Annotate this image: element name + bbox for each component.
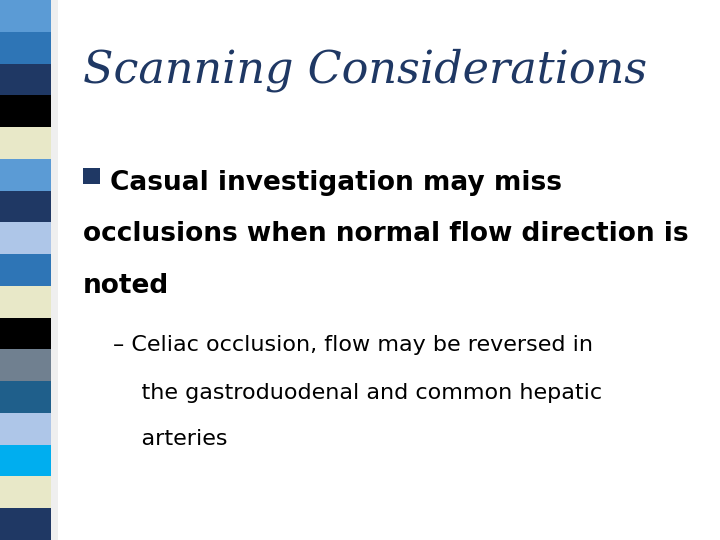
- FancyBboxPatch shape: [84, 168, 100, 184]
- FancyBboxPatch shape: [0, 0, 50, 32]
- FancyBboxPatch shape: [0, 445, 50, 476]
- FancyBboxPatch shape: [0, 127, 50, 159]
- FancyBboxPatch shape: [50, 0, 58, 540]
- FancyBboxPatch shape: [0, 191, 50, 222]
- FancyBboxPatch shape: [0, 32, 50, 64]
- Text: the gastroduodenal and common hepatic: the gastroduodenal and common hepatic: [113, 383, 602, 403]
- FancyBboxPatch shape: [0, 286, 50, 318]
- FancyBboxPatch shape: [0, 64, 50, 95]
- FancyBboxPatch shape: [0, 222, 50, 254]
- Text: noted: noted: [84, 273, 169, 299]
- Text: Casual investigation may miss: Casual investigation may miss: [110, 170, 562, 196]
- FancyBboxPatch shape: [0, 413, 50, 445]
- FancyBboxPatch shape: [0, 159, 50, 191]
- FancyBboxPatch shape: [0, 349, 50, 381]
- FancyBboxPatch shape: [0, 508, 50, 540]
- Text: Scanning Considerations: Scanning Considerations: [84, 49, 647, 92]
- Text: occlusions when normal flow direction is: occlusions when normal flow direction is: [84, 221, 689, 247]
- Text: arteries: arteries: [113, 429, 228, 449]
- FancyBboxPatch shape: [0, 381, 50, 413]
- FancyBboxPatch shape: [0, 95, 50, 127]
- Text: – Celiac occlusion, flow may be reversed in: – Celiac occlusion, flow may be reversed…: [113, 335, 593, 355]
- FancyBboxPatch shape: [0, 318, 50, 349]
- FancyBboxPatch shape: [0, 254, 50, 286]
- FancyBboxPatch shape: [0, 476, 50, 508]
